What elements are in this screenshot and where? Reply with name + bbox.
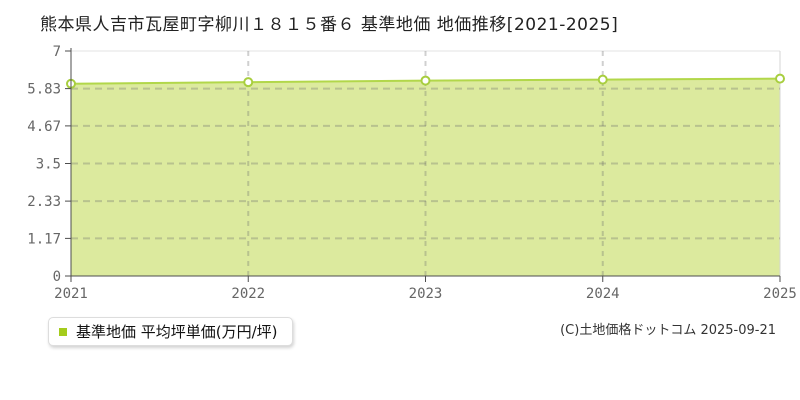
page-title: 熊本県人吉市瓦屋町字柳川１８１５番６ 基準地価 地価推移[2021-2025] bbox=[40, 15, 619, 35]
area-fill bbox=[71, 78, 780, 277]
y-tick-label: 0 bbox=[53, 269, 61, 285]
data-point-2025 bbox=[775, 73, 785, 84]
y-tick-label: 7 bbox=[53, 44, 61, 60]
y-tick-label: 2.33 bbox=[27, 194, 61, 210]
price-trend-chart: 0 1.17 2.33 3.5 4.67 5.83 7 2021 2022 2023 2024 202… bbox=[27, 44, 797, 302]
y-tick-label: 1.17 bbox=[27, 231, 61, 247]
data-point-2023 bbox=[420, 75, 431, 86]
y-tick-label: 4.67 bbox=[27, 119, 61, 135]
y-tick-label: 5.83 bbox=[27, 82, 61, 98]
x-tick-label: 2024 bbox=[586, 286, 620, 302]
legend-square-icon bbox=[59, 327, 67, 336]
data-point-2022 bbox=[243, 77, 254, 88]
y-tick-label: 3.5 bbox=[36, 157, 61, 173]
copyright-text: (C)土地価格ドットコム 2025-09-21 bbox=[560, 323, 776, 338]
x-tick-label: 2023 bbox=[409, 286, 443, 302]
legend-box: 基準地価 平均坪単価(万円/坪) bbox=[48, 317, 293, 346]
legend-label: 基準地価 平均坪単価(万円/坪) bbox=[76, 323, 278, 341]
data-point-2024 bbox=[597, 74, 608, 85]
x-tick-label: 2025 bbox=[763, 286, 797, 302]
x-tick-label: 2022 bbox=[231, 286, 265, 302]
x-tick-label: 2021 bbox=[54, 286, 88, 302]
